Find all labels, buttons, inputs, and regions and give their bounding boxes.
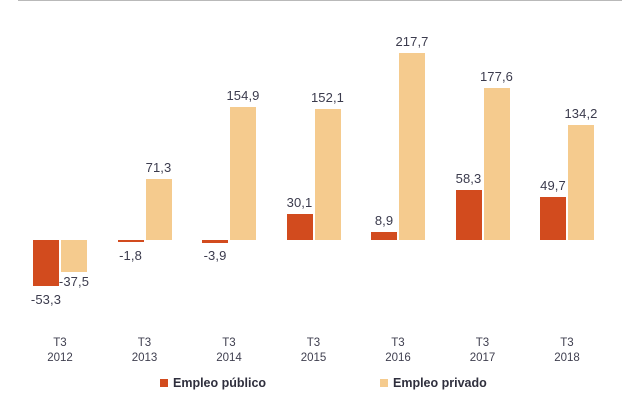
legend-item-empleo-privado[interactable]: Empleo privado (380, 376, 487, 390)
category-label-2015: T3 2015 (274, 336, 354, 366)
category-quarter: T3 (391, 337, 405, 349)
value-label-empleo-publico-2012: -53,3 (30, 291, 62, 307)
category-label-2017: T3 2017 (443, 336, 523, 366)
bar-empleo-privado-2018 (568, 124, 594, 240)
bar-empleo-privado-2015 (314, 109, 341, 240)
legend-label: Empleo privado (393, 376, 487, 390)
category-quarter: T3 (560, 337, 574, 349)
bar-empleo-publico-2016 (371, 232, 397, 240)
zero-baseline (18, 0, 622, 1)
legend-swatch-icon (380, 379, 388, 387)
value-label-empleo-privado-2018: 134,2 (564, 105, 598, 121)
bar-empleo-publico-2012 (33, 240, 59, 286)
value-label-empleo-privado-2015: 152,1 (310, 90, 345, 106)
category-year: 2017 (469, 352, 496, 364)
category-year: 2013 (131, 352, 158, 364)
bar-empleo-privado-2012 (61, 240, 87, 273)
value-label-empleo-publico-2013: -1,8 (119, 248, 142, 263)
legend-label: Empleo público (173, 376, 267, 390)
value-label-empleo-publico-2015: 30,1 (286, 195, 313, 211)
value-label-empleo-privado-2014: 154,9 (226, 88, 260, 104)
category-quarter: T3 (475, 337, 490, 349)
category-quarter: T3 (306, 337, 321, 349)
bar-empleo-publico-2015 (286, 214, 313, 240)
category-label-2014: T3 2014 (189, 336, 269, 366)
legend-item-empleo-publico[interactable]: Empleo público (160, 376, 266, 390)
category-year: 2016 (385, 352, 411, 364)
value-label-empleo-privado-2013: 71,3 (145, 159, 172, 175)
category-quarter: T3 (137, 337, 152, 349)
category-label-2018: T3 2018 (527, 336, 607, 366)
chart-legend: Empleo público Empleo privado (0, 372, 640, 396)
value-label-empleo-publico-2018: 49,7 (540, 178, 566, 194)
plot-area: -53,3 -1,8 -3,9 30,1 8,9 58,3 49,7 -37,5 71,3 154… (18, 0, 622, 307)
bar-empleo-privado-2013 (145, 178, 172, 240)
bar-empleo-publico-2017 (455, 189, 482, 240)
category-label-2013: T3 2013 (105, 336, 185, 366)
bar-empleo-publico-2013 (117, 240, 144, 242)
value-label-empleo-privado-2017: 177,6 (479, 68, 514, 84)
category-year: 2018 (554, 352, 580, 364)
legend-swatch-icon (160, 379, 168, 387)
category-quarter: T3 (53, 337, 67, 349)
bar-empleo-privado-2016 (399, 53, 425, 240)
value-label-empleo-publico-2017: 58,3 (455, 170, 482, 186)
value-label-empleo-privado-2012: -37,5 (58, 274, 90, 290)
category-quarter: T3 (222, 337, 236, 349)
value-label-empleo-publico-2016: 8,9 (374, 213, 394, 229)
category-axis: T3 2012 T3 2013 T3 2014 T3 2015 T3 2016 T3 2017 T3 20… (0, 326, 640, 376)
category-label-2016: T3 2016 (358, 336, 438, 366)
bar-empleo-publico-2018 (540, 197, 566, 240)
bar-empleo-publico-2014 (202, 240, 228, 244)
category-year: 2014 (216, 352, 242, 364)
category-year: 2015 (300, 352, 327, 364)
value-label-empleo-privado-2016: 217,7 (395, 34, 429, 50)
value-label-empleo-publico-2014: -3,9 (203, 248, 227, 263)
bar-empleo-privado-2017 (483, 87, 510, 240)
category-label-2012: T3 2012 (20, 336, 100, 366)
category-year: 2012 (47, 352, 73, 364)
bar-empleo-privado-2014 (230, 107, 256, 240)
